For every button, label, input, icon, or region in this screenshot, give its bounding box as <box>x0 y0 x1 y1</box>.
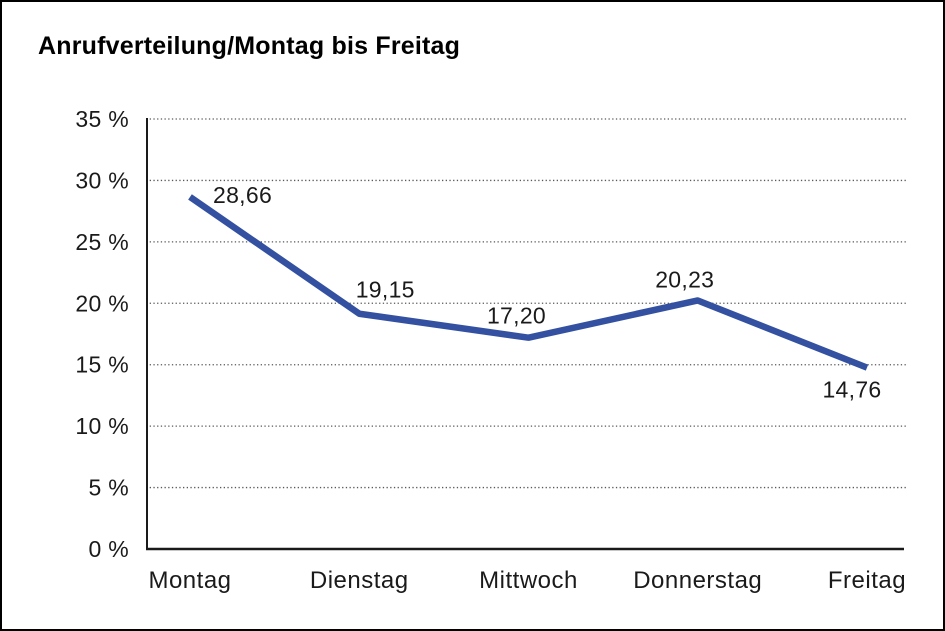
x-category-label: Freitag <box>828 567 906 594</box>
data-point-label: 20,23 <box>655 266 714 292</box>
chart-title: Anrufverteilung/Montag bis Freitag <box>38 32 461 60</box>
data-point-label: 19,15 <box>356 277 415 303</box>
y-tick-label: 5 % <box>88 475 129 501</box>
y-tick-label: 10 % <box>75 413 129 439</box>
y-tick-label: 0 % <box>88 536 129 562</box>
x-category-label: Mittwoch <box>479 567 578 594</box>
y-tick-label: 15 % <box>75 352 129 378</box>
data-point-label: 17,20 <box>487 303 546 329</box>
y-tick-label: 35 % <box>75 106 129 132</box>
y-tick-label: 20 % <box>75 290 129 316</box>
y-tick-label: 25 % <box>75 229 129 255</box>
y-tick-label: 30 % <box>75 167 129 193</box>
x-category-label: Dienstag <box>310 567 409 594</box>
x-category-label: Donnerstag <box>633 567 762 594</box>
data-point-label: 28,66 <box>213 182 272 208</box>
x-category-label: Montag <box>148 567 231 594</box>
data-line <box>188 194 869 371</box>
data-point-label: 14,76 <box>822 377 881 403</box>
